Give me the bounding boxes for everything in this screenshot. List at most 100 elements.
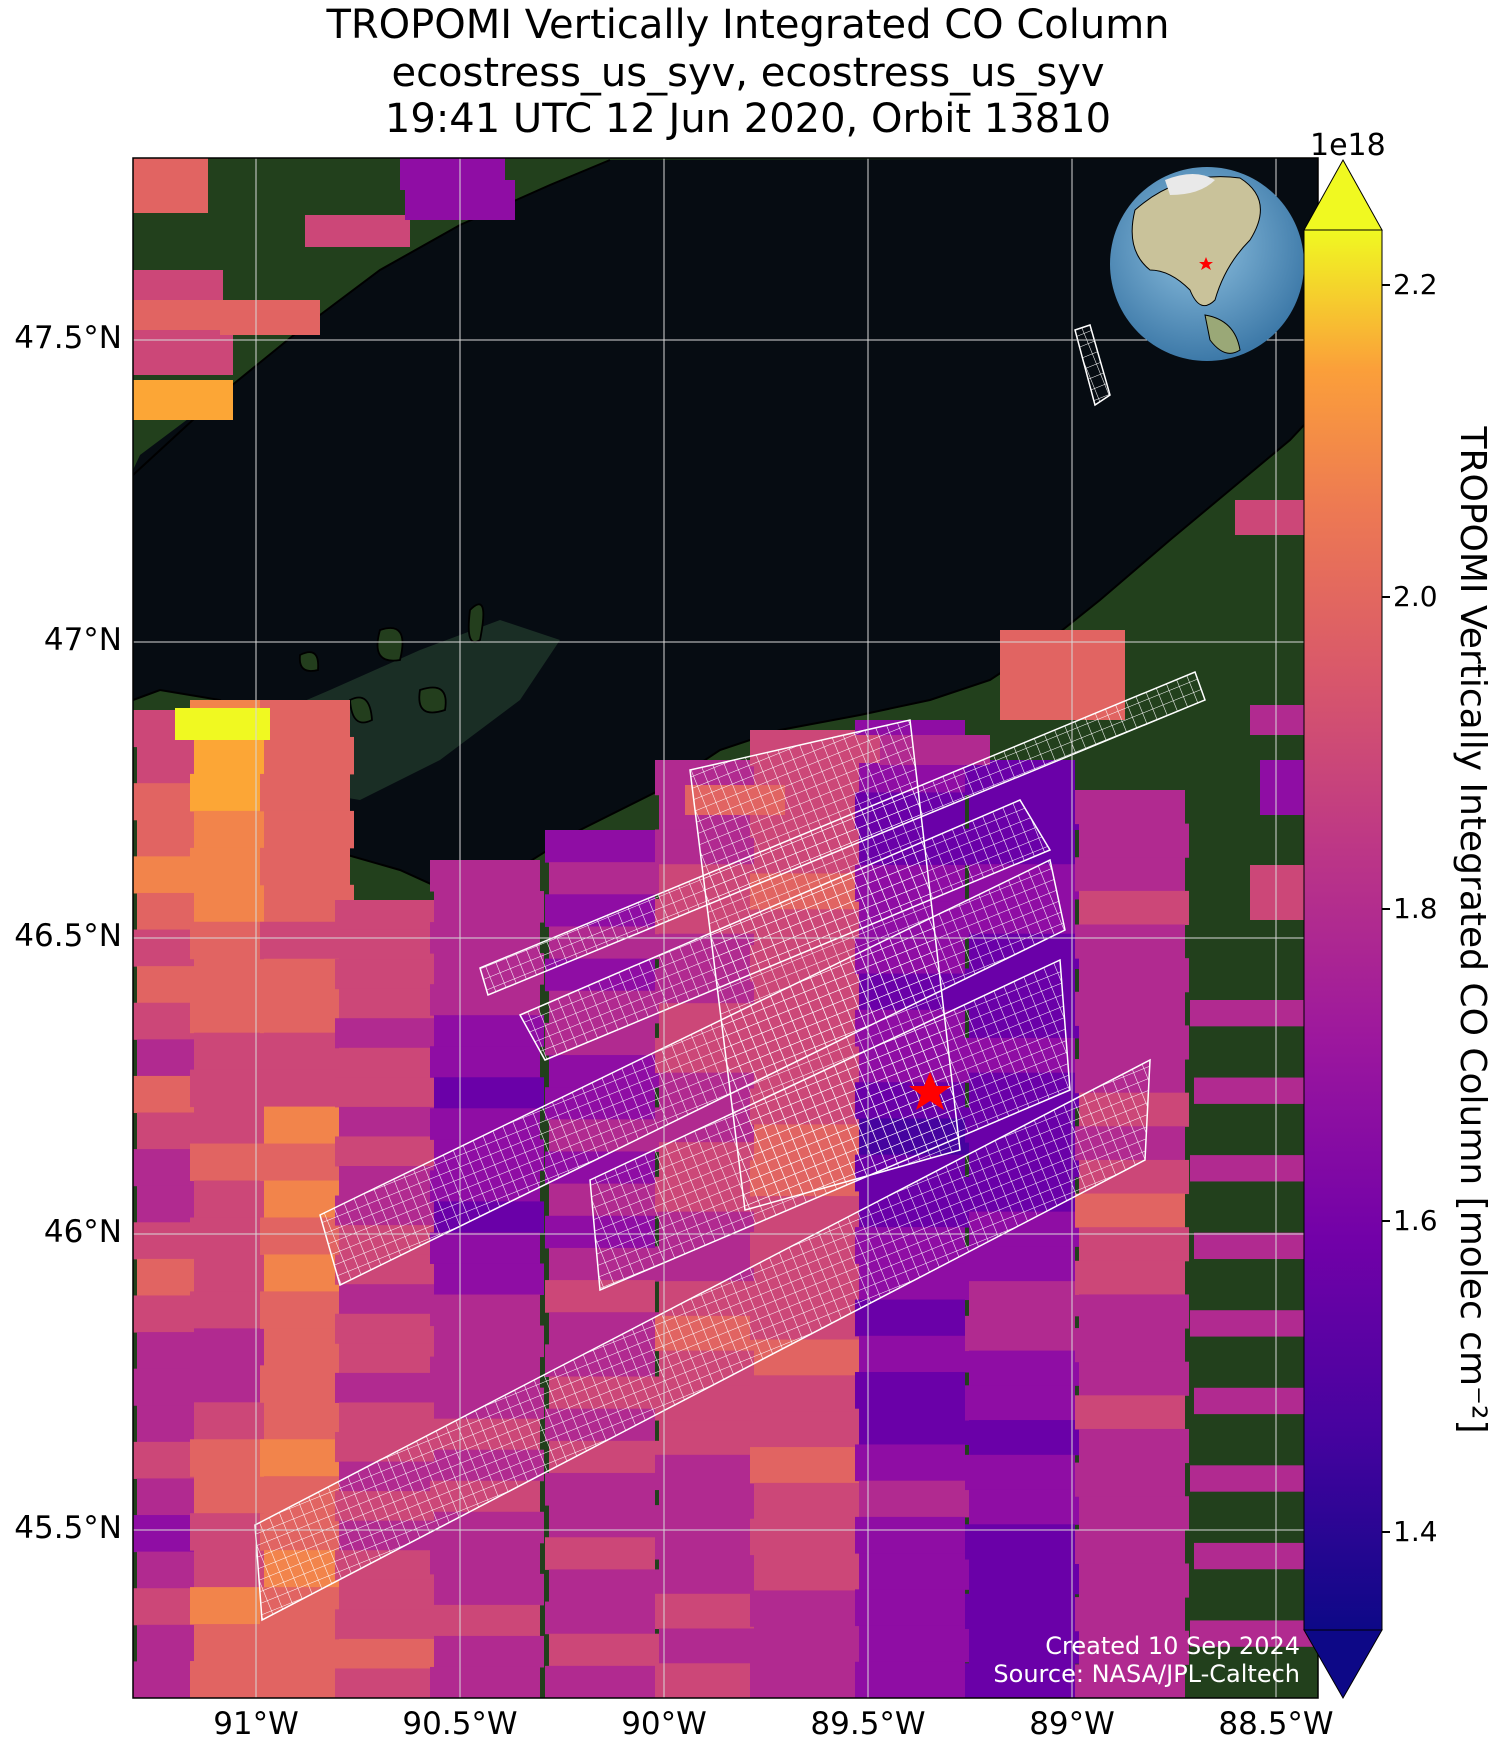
tropomi-pixel (1194, 1077, 1318, 1104)
tropomi-pixel (339, 1106, 439, 1137)
tropomi-pixel (430, 1356, 540, 1389)
tropomi-pixel (855, 1589, 965, 1627)
tropomi-pixel (1079, 1563, 1189, 1598)
tropomi-pixel (1075, 991, 1185, 1026)
tropomi-pixel (430, 860, 540, 892)
tropomi-pixel (434, 891, 544, 923)
credit-created: Created 10 Sep 2024 (1045, 1632, 1300, 1660)
tropomi-pixel (1194, 1542, 1318, 1570)
tropomi-pixel (339, 1284, 439, 1315)
tropomi-pixel (855, 1372, 965, 1409)
tropomi-pixel (1075, 1597, 1185, 1632)
tropomi-pixel (969, 1420, 1079, 1456)
tropomi-pixel (1079, 823, 1189, 858)
tropomi-pixel (754, 1626, 864, 1663)
tropomi-pixel (969, 1489, 1079, 1525)
tropomi-pixel (969, 1281, 1079, 1317)
tropomi-pixel (1079, 1496, 1189, 1531)
tropomi-pixel (430, 984, 540, 1016)
tropomi-pixel (430, 1232, 540, 1264)
tropomi-pixel (335, 959, 435, 990)
tropomi-pixel (133, 300, 228, 335)
tropomi-pixel (754, 1482, 864, 1520)
tropomi-pixel (1190, 1620, 1318, 1647)
tropomi-pixel (1194, 1232, 1318, 1260)
tropomi-pixel (545, 1665, 655, 1698)
lon-label-89w: 89°W (1029, 1706, 1115, 1742)
tropomi-pixel (1075, 1664, 1185, 1698)
ecostress-footprints (254, 324, 1206, 1622)
tropomi-pixel (1079, 1361, 1189, 1396)
tropomi-pixel (965, 1593, 1075, 1630)
tropomi-pixel (430, 1604, 540, 1637)
target-star-marker (909, 1072, 951, 1110)
tropomi-pixel (1075, 1529, 1185, 1564)
map-title-line-2: ecostress_us_syv, ecostress_us_syv (391, 50, 1105, 96)
tropomi-pixel (1079, 1428, 1189, 1464)
lon-label-90w: 90°W (621, 1706, 707, 1742)
credit-source: Source: NASA/JPL-Caltech (993, 1660, 1300, 1688)
tropomi-pixel (1079, 1025, 1189, 1060)
tropomi-pixel (855, 1516, 965, 1554)
tropomi-pixel (1079, 890, 1189, 926)
lat-label-45-5: 45.5°N (14, 1510, 122, 1546)
tropomi-pixel (133, 158, 208, 213)
tropomi-pixel (260, 700, 350, 738)
tropomi-pixel (133, 380, 233, 420)
tropomi-pixel (859, 1625, 969, 1663)
tropomi-pixel (545, 1537, 655, 1570)
lon-label-90-5w: 90.5°W (402, 1706, 518, 1742)
tropomi-pixel (1075, 924, 1185, 959)
tropomi-pixel (335, 1136, 435, 1167)
tropomi-pixel (1079, 1630, 1189, 1665)
tropomi-pixel (965, 1246, 1075, 1282)
tropomi-pixel (549, 1569, 659, 1603)
tropomi-pixel (545, 1601, 655, 1635)
tropomi-pixel (1079, 1227, 1189, 1262)
tropomi-pixel (859, 1335, 969, 1373)
tropomi-pixel (750, 1375, 860, 1412)
tropomi-pixel (335, 1313, 435, 1344)
tropomi-pixel (430, 1666, 540, 1698)
tropomi-pixel (855, 1444, 965, 1482)
tropomi-pixel (750, 1662, 860, 1698)
tropomi-pixel (750, 1590, 860, 1627)
tropomi-pixel (175, 708, 270, 740)
tropomi-pixel (750, 1518, 860, 1556)
colorbar-tick-2-2: 2.2 (1393, 268, 1438, 301)
colorbar-tick-1-4: 1.4 (1393, 1515, 1438, 1548)
tropomi-pixel (430, 1294, 540, 1327)
tropomi-pixel (855, 1299, 965, 1337)
tropomi-pixel (434, 1325, 544, 1358)
tropomi-pixel (965, 1454, 1075, 1491)
colorbar-label: TROPOMI Vertically Integrated CO Column … (1452, 426, 1493, 1434)
tropomi-pixel (549, 862, 659, 895)
map-panel (133, 158, 1318, 1698)
tropomi-pixel (969, 1559, 1079, 1595)
colorbar (1303, 158, 1390, 1700)
tropomi-pixel (339, 1047, 439, 1078)
tropomi-pixel (659, 1559, 759, 1595)
lon-label-91w: 91°W (213, 1706, 299, 1742)
tropomi-pixel (855, 1661, 965, 1698)
tropomi-pixel (754, 1554, 864, 1591)
lon-label-89-5w: 89.5°W (810, 1706, 926, 1742)
tropomi-pixel (133, 330, 233, 375)
tropomi-pixel (1190, 1465, 1318, 1492)
lat-label-46-5: 46.5°N (14, 918, 122, 954)
tropomi-pixel (339, 1402, 439, 1433)
tropomi-pixel (1079, 1294, 1189, 1329)
lat-label-47: 47°N (43, 622, 122, 658)
tropomi-pixel (264, 736, 354, 775)
tropomi-pixel (434, 1635, 544, 1668)
tropomi-pixel (339, 988, 439, 1019)
tropomi-pixel (965, 1663, 1075, 1698)
tropomi-pixel (339, 1579, 439, 1610)
tropomi-pixel (335, 1609, 435, 1640)
tropomi-pixel (339, 1638, 439, 1669)
tropomi-pixel (1075, 857, 1185, 892)
tropomi-pixel (965, 1315, 1075, 1352)
tropomi-pixel (335, 1077, 435, 1108)
tropomi-pixel (335, 1668, 435, 1698)
tropomi-pixel (754, 1411, 864, 1448)
